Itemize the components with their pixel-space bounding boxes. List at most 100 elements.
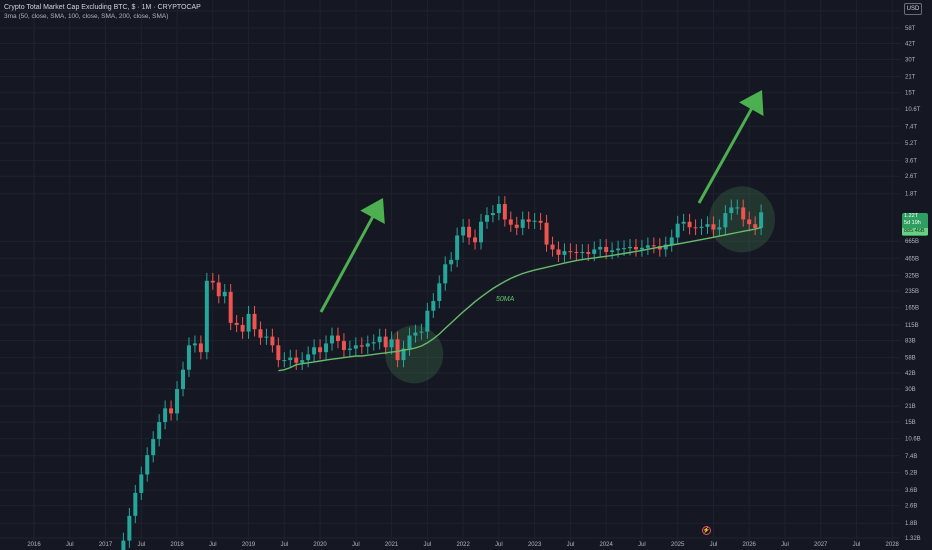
candle-body xyxy=(622,248,627,250)
candle-body xyxy=(282,360,287,362)
candle-body xyxy=(389,339,394,348)
candle-body xyxy=(467,226,472,238)
candle-body xyxy=(711,224,716,230)
candle-body xyxy=(121,540,126,550)
y-axis: 83T58T42T30T21T15T10.6T7.4T5.2T3.6T2.6T1… xyxy=(905,9,921,542)
candle-body xyxy=(204,280,209,353)
chart-title: Crypto Total Market Cap Excluding BTC, $… xyxy=(4,4,201,11)
candle-body xyxy=(264,336,269,338)
y-tick-label: 115B xyxy=(905,323,919,329)
candle-body xyxy=(324,343,329,353)
x-tick-label: Jul xyxy=(352,542,360,548)
candle-body xyxy=(532,220,537,222)
candle-body xyxy=(395,339,400,361)
bar-countdown: 5d 19h xyxy=(904,220,921,227)
candle-body xyxy=(675,223,680,238)
ma-line-50 xyxy=(278,226,762,372)
candle-body xyxy=(681,221,686,224)
candle-body xyxy=(598,246,603,250)
candle-body xyxy=(270,336,275,346)
candlestick-series xyxy=(121,196,764,550)
candle-body xyxy=(306,354,311,361)
candle-body xyxy=(633,246,638,250)
candle-body xyxy=(455,235,460,260)
candle-body xyxy=(401,348,406,361)
candle-body xyxy=(544,222,549,245)
candle-body xyxy=(699,226,704,228)
candle-body xyxy=(741,207,746,220)
candle-body xyxy=(604,246,609,253)
y-tick-label: 7.4B xyxy=(905,454,917,460)
candle-body xyxy=(484,215,489,222)
y-tick-label: 3.6T xyxy=(905,159,917,165)
x-tick-label: 2024 xyxy=(599,542,613,548)
x-tick-label: Jul xyxy=(280,542,288,548)
y-tick-label: 5.2T xyxy=(905,141,917,147)
candle-body xyxy=(163,408,168,423)
candle-body xyxy=(252,313,257,330)
candle-body xyxy=(717,227,722,230)
candle-body xyxy=(526,219,531,222)
x-tick-label: 2023 xyxy=(528,542,542,548)
y-tick-label: 15T xyxy=(905,91,916,97)
currency-button[interactable]: USD xyxy=(904,3,922,15)
candle-body xyxy=(610,250,615,253)
candle-body xyxy=(514,224,519,228)
y-tick-label: 7.4T xyxy=(905,124,917,130)
x-tick-label: 2018 xyxy=(170,542,184,548)
candle-body xyxy=(759,212,764,228)
highlight-circle-2020 xyxy=(385,325,444,384)
candle-body xyxy=(479,221,483,243)
candle-body xyxy=(616,248,621,251)
candle-body xyxy=(639,247,644,250)
candle-body xyxy=(580,252,585,254)
ma-value: 885.46B xyxy=(902,227,928,235)
candle-body xyxy=(413,332,418,336)
highlight-circles xyxy=(385,186,776,384)
candle-body xyxy=(145,455,150,475)
candle-body xyxy=(216,282,221,297)
candle-body xyxy=(347,348,352,350)
candle-body xyxy=(377,336,382,343)
x-tick-label: 2020 xyxy=(313,542,327,548)
candle-body xyxy=(651,245,656,247)
x-tick-label: Jul xyxy=(638,542,646,548)
candle-body xyxy=(157,422,162,440)
x-tick-label: 2026 xyxy=(743,542,757,548)
x-tick-label: Jul xyxy=(567,542,575,548)
x-tick-label: Jul xyxy=(66,542,74,548)
candle-body xyxy=(365,343,370,347)
candle-body xyxy=(186,345,191,370)
y-tick-label: 10.6B xyxy=(905,437,921,443)
y-tick-label: 83B xyxy=(905,338,916,344)
candle-body xyxy=(628,246,632,249)
y-tick-label: 235B xyxy=(905,289,919,295)
candle-body xyxy=(294,357,299,363)
candle-body xyxy=(288,357,293,361)
candle-body xyxy=(663,244,668,250)
candle-body xyxy=(747,219,752,225)
y-tick-label: 165B xyxy=(905,306,919,312)
x-tick-label: 2025 xyxy=(671,542,685,548)
indicator-legend[interactable]: 3ma (50, close, SMA, 100, close, SMA, 20… xyxy=(4,13,169,20)
candle-body xyxy=(496,204,501,214)
y-tick-label: 2.6T xyxy=(905,174,917,180)
lightning-bolt-icon[interactable]: ⚡ xyxy=(702,526,711,535)
candle-body xyxy=(473,237,478,243)
candle-body xyxy=(312,347,317,355)
x-tick-label: Jul xyxy=(495,542,503,548)
candle-body xyxy=(192,343,197,346)
x-tick-label: 2028 xyxy=(886,542,900,548)
candle-body xyxy=(574,252,579,254)
y-tick-label: 1.8B xyxy=(905,521,917,527)
candle-body xyxy=(318,347,323,353)
candle-body xyxy=(586,252,591,254)
candle-body xyxy=(139,474,144,493)
candle-body xyxy=(461,226,466,236)
candle-body xyxy=(359,345,364,347)
y-tick-label: 21T xyxy=(905,75,916,81)
candle-body xyxy=(198,343,203,353)
y-tick-label: 2.6B xyxy=(905,504,917,510)
y-tick-label: 1.32B xyxy=(905,536,921,542)
